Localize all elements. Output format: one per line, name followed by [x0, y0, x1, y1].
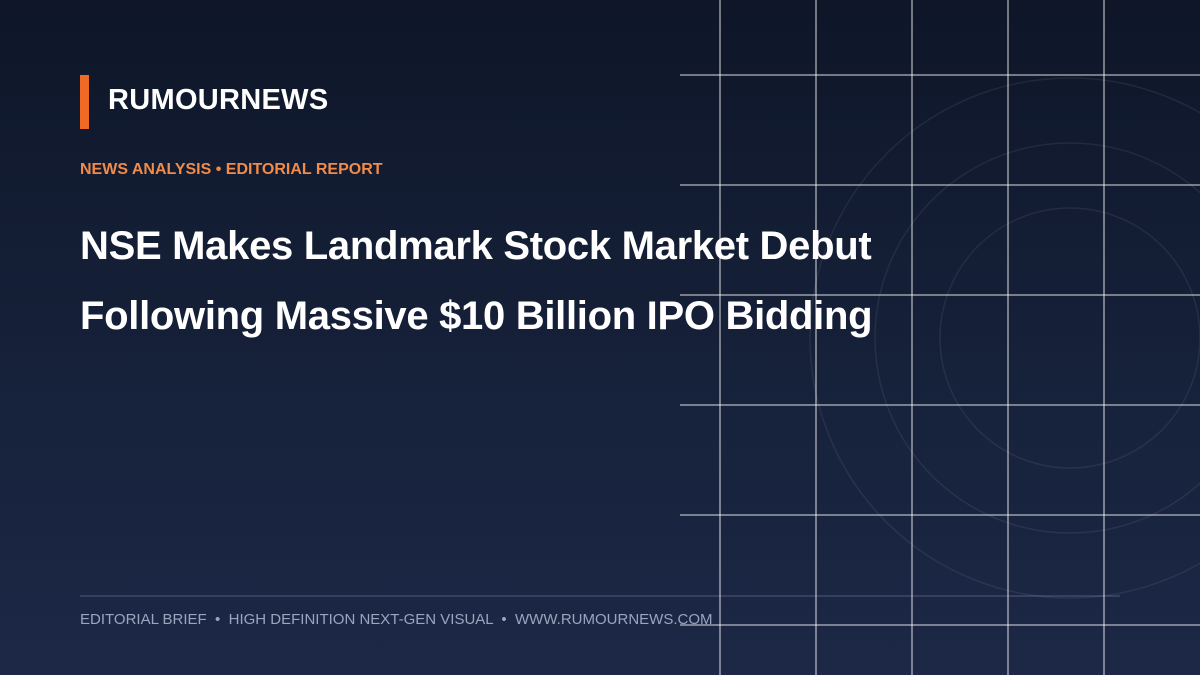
footer: EDITORIAL BRIEF • HIGH DEFINITION NEXT-G… — [80, 611, 713, 628]
brand-name: RUMOURNEWS — [108, 84, 329, 116]
headline-line: Following Massive $10 Billion IPO Biddin… — [80, 294, 873, 338]
brand-accent — [80, 75, 89, 129]
kicker: NEWS ANALYSIS • EDITORIAL REPORT — [80, 161, 383, 178]
headline-line: NSE Makes Landmark Stock Market Debut — [80, 224, 872, 268]
